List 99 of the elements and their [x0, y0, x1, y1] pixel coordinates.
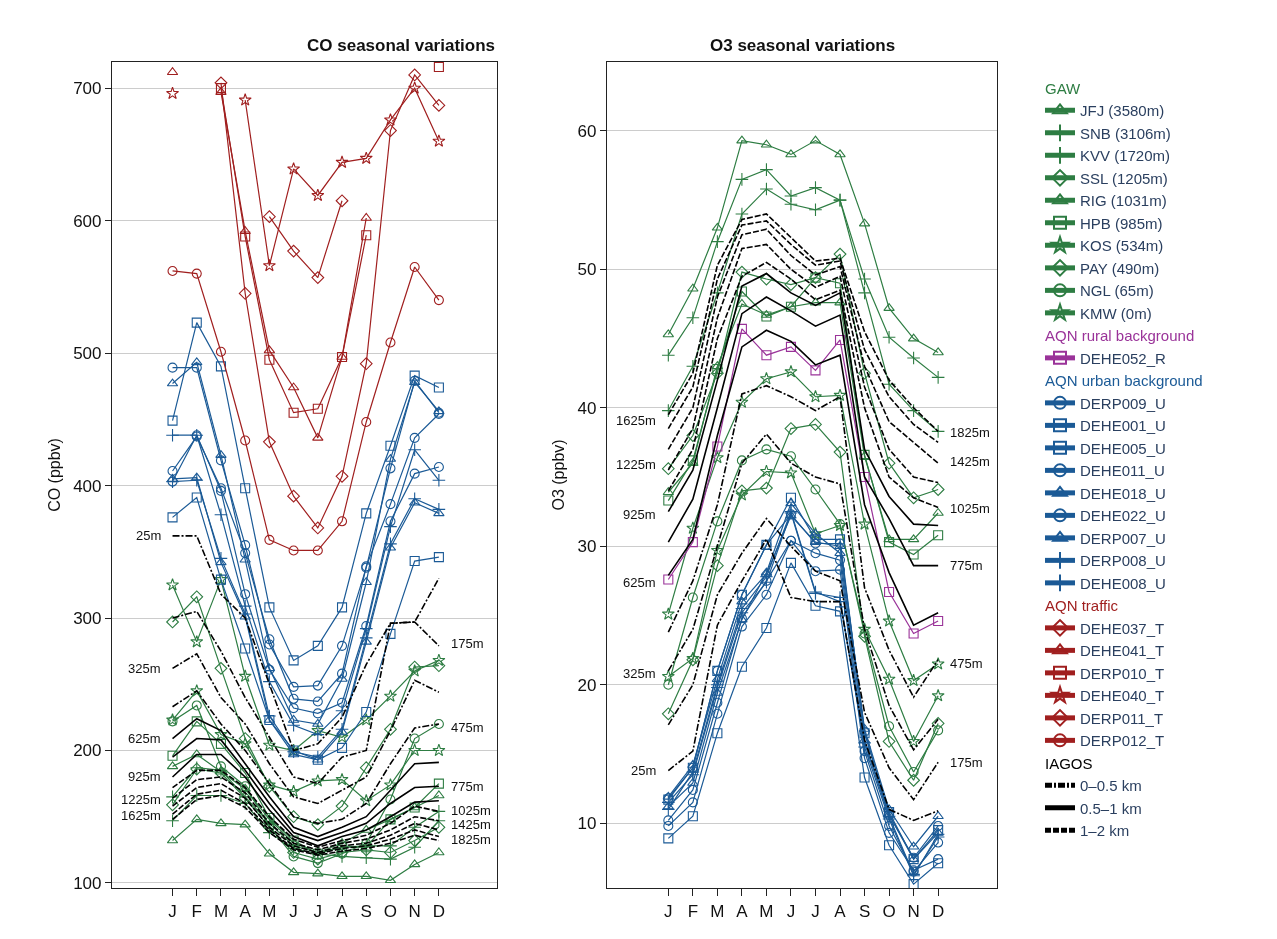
legend-label: PAY (490m) — [1080, 259, 1160, 277]
y-tick-label: 700 — [73, 79, 102, 99]
text: AQN urban background — [1045, 372, 1203, 390]
x-tick-label: J — [811, 901, 820, 921]
x-tick-label: A — [834, 901, 847, 921]
x-tick-label: J — [168, 901, 177, 921]
y-tick-label: 400 — [73, 476, 102, 496]
legend-label: KMW (0m) — [1080, 304, 1152, 322]
x-tick-label: M — [262, 901, 277, 921]
x-tick-label: J — [786, 901, 796, 921]
annotation: 475m — [950, 656, 983, 671]
x-tick-label: M — [213, 901, 229, 921]
annotation: 625m — [128, 731, 161, 746]
annotation: 1225m — [616, 457, 656, 472]
annotation: 175m — [451, 636, 484, 651]
y-tick-label: 600 — [73, 211, 102, 231]
legend-label: DEHE005_U — [1080, 439, 1166, 457]
legend-label: DEHE022_U — [1080, 507, 1166, 525]
annotation: 1425m — [950, 454, 990, 469]
y-tick-label: 300 — [73, 608, 102, 628]
x-tick-label: N — [907, 901, 920, 921]
x-tick-label: M — [710, 901, 725, 921]
legend-label: DEHE008_U — [1080, 574, 1166, 592]
legend-label: HPB (985m) — [1080, 214, 1163, 232]
x-tick-label: F — [687, 901, 699, 921]
y-axis-title: O3 (ppbv) — [550, 439, 568, 511]
legend-label: DEHE011_U — [1080, 462, 1165, 480]
annotation: 325m — [128, 661, 161, 676]
annotation: 1625m — [121, 808, 161, 823]
legend-label: DERP009_U — [1080, 394, 1166, 412]
legend-label: DEHE037_T — [1080, 619, 1165, 637]
annotation: 1625m — [616, 413, 656, 428]
annotation: 25m — [136, 528, 162, 543]
y-tick-label: 60 — [577, 121, 597, 141]
legend-label: KVV (1720m) — [1080, 147, 1171, 165]
legend-label: DERP010_T — [1080, 664, 1165, 682]
text: IAGOS — [1045, 754, 1093, 772]
annotation: 775m — [451, 779, 484, 794]
legend-label: 0.5–1 km — [1080, 799, 1142, 817]
legend-label: 1–2 km — [1080, 822, 1130, 840]
legend-label: DERP012_T — [1080, 732, 1165, 750]
annotation: 25m — [631, 763, 657, 778]
legend-label: NGL (65m) — [1080, 282, 1154, 300]
legend-label: DEHE052_R — [1080, 349, 1167, 367]
y-tick-label: 100 — [73, 873, 102, 893]
legend-label: DEHE041_T — [1080, 642, 1165, 660]
legend-label: JFJ (3580m) — [1080, 102, 1165, 120]
annotation: 775m — [950, 558, 983, 573]
annotation: 1025m — [950, 501, 990, 516]
legend-label: DEHE001_U — [1080, 417, 1166, 435]
annotation: 625m — [623, 575, 656, 590]
text: AQN traffic — [1045, 597, 1119, 615]
legend-label: KOS (534m) — [1080, 237, 1164, 255]
annotation: 175m — [950, 755, 983, 770]
legend-label: SSL (1205m) — [1080, 169, 1168, 187]
y-tick-label: 500 — [73, 344, 102, 364]
y-tick-label: 20 — [577, 675, 597, 695]
annotation: 1425m — [451, 817, 491, 832]
x-tick-label: A — [736, 901, 749, 921]
y-tick-label: 50 — [577, 260, 597, 280]
x-tick-label: J — [289, 901, 298, 921]
x-tick-label: A — [239, 901, 252, 921]
legend-label: RIG (1031m) — [1080, 192, 1167, 210]
annotation: 1025m — [451, 803, 491, 818]
y-tick-label: 40 — [577, 398, 597, 418]
annotation: 1225m — [121, 792, 161, 807]
text: AQN rural background — [1045, 327, 1195, 345]
x-tick-label: A — [336, 901, 349, 921]
x-tick-label: O — [882, 901, 896, 921]
y-axis-title: CO (ppbv) — [46, 438, 64, 512]
annotation: 925m — [623, 507, 656, 522]
chart-title: O3 seasonal variations — [710, 36, 896, 55]
x-tick-label: F — [191, 901, 202, 921]
legend-label: DEHE040_T — [1080, 687, 1165, 705]
x-tick-label: D — [931, 901, 945, 921]
legend-label: DERP011_T — [1080, 709, 1164, 727]
x-tick-label: O — [383, 901, 398, 921]
y-tick-label: 30 — [577, 537, 597, 557]
x-tick-label: J — [664, 901, 673, 921]
legend-label: DEHE018_U — [1080, 484, 1166, 502]
text: GAW — [1045, 79, 1082, 97]
x-tick-label: S — [360, 901, 372, 921]
y-tick-label: 10 — [577, 814, 597, 834]
annotation: 925m — [128, 769, 161, 784]
y-tick-label: 200 — [73, 741, 102, 761]
legend-label: 0–0.5 km — [1080, 777, 1142, 795]
chart-title: CO seasonal variations — [307, 36, 496, 55]
x-tick-label: M — [759, 901, 774, 921]
annotation: 1825m — [451, 832, 491, 847]
annotation: 325m — [623, 666, 656, 681]
x-tick-label: N — [408, 901, 421, 921]
x-tick-label: J — [313, 901, 323, 921]
x-tick-label: D — [432, 901, 446, 921]
legend-label: SNB (3106m) — [1080, 124, 1171, 142]
x-tick-label: S — [858, 901, 871, 921]
annotation: 1825m — [950, 425, 990, 440]
legend-label: DERP008_U — [1080, 552, 1166, 570]
annotation: 475m — [451, 720, 484, 735]
legend-label: DERP007_U — [1080, 529, 1166, 547]
